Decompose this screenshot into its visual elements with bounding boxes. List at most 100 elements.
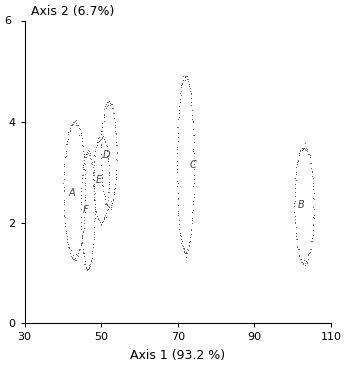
- Point: [86, 266, 91, 272]
- Point: [311, 195, 316, 201]
- Point: [176, 217, 181, 223]
- X-axis label: Axis 1 (93.2 %): Axis 1 (93.2 %): [130, 350, 225, 362]
- Point: [107, 179, 112, 185]
- Point: [78, 206, 84, 212]
- Point: [183, 249, 189, 255]
- Point: [88, 160, 94, 166]
- Point: [184, 73, 189, 79]
- Point: [311, 204, 316, 210]
- Point: [100, 135, 105, 141]
- Point: [83, 264, 89, 270]
- Point: [175, 178, 180, 184]
- Point: [78, 214, 84, 220]
- Point: [190, 132, 196, 138]
- Point: [61, 180, 66, 185]
- Point: [186, 242, 192, 248]
- Point: [93, 144, 99, 150]
- Point: [93, 148, 98, 154]
- Point: [113, 142, 119, 148]
- Point: [309, 168, 315, 174]
- Point: [87, 152, 93, 158]
- Point: [103, 210, 109, 216]
- Point: [92, 162, 97, 168]
- Point: [61, 169, 67, 175]
- Point: [82, 197, 88, 203]
- Point: [178, 92, 183, 98]
- Point: [183, 73, 188, 79]
- Point: [90, 170, 95, 176]
- Point: [295, 156, 301, 162]
- Point: [86, 265, 92, 271]
- Point: [100, 218, 105, 224]
- Point: [294, 236, 299, 242]
- Point: [92, 201, 98, 207]
- Point: [308, 238, 314, 244]
- Point: [303, 148, 308, 153]
- Point: [114, 156, 119, 162]
- Point: [180, 77, 186, 83]
- Point: [187, 238, 192, 244]
- Point: [89, 161, 95, 167]
- Point: [83, 192, 88, 198]
- Point: [101, 118, 106, 124]
- Point: [112, 122, 118, 128]
- Point: [177, 230, 183, 236]
- Point: [63, 230, 69, 236]
- Point: [191, 180, 197, 186]
- Point: [306, 251, 311, 257]
- Point: [91, 229, 97, 235]
- Point: [98, 137, 103, 142]
- Point: [83, 265, 88, 271]
- Point: [292, 194, 298, 199]
- Point: [178, 91, 183, 96]
- Point: [78, 132, 84, 138]
- Point: [104, 201, 110, 207]
- Point: [183, 254, 188, 260]
- Point: [179, 243, 185, 248]
- Point: [79, 138, 85, 144]
- Point: [185, 246, 190, 252]
- Point: [103, 200, 108, 206]
- Point: [78, 202, 84, 208]
- Point: [68, 253, 74, 259]
- Point: [191, 166, 197, 171]
- Point: [103, 142, 109, 148]
- Point: [99, 154, 104, 160]
- Point: [66, 245, 71, 251]
- Point: [175, 134, 180, 140]
- Point: [294, 171, 299, 177]
- Point: [61, 184, 67, 190]
- Point: [105, 194, 111, 200]
- Point: [299, 259, 305, 265]
- Point: [178, 233, 184, 239]
- Point: [175, 180, 180, 186]
- Point: [64, 141, 69, 147]
- Point: [110, 105, 115, 111]
- Point: [113, 176, 118, 182]
- Point: [83, 262, 88, 268]
- Point: [177, 99, 183, 105]
- Point: [298, 256, 304, 262]
- Point: [75, 252, 80, 258]
- Point: [92, 215, 98, 221]
- Point: [174, 158, 180, 164]
- Point: [98, 222, 104, 228]
- Point: [79, 179, 84, 185]
- Point: [301, 260, 306, 266]
- Point: [94, 142, 100, 148]
- Point: [62, 214, 67, 220]
- Point: [80, 172, 85, 178]
- Point: [70, 255, 76, 261]
- Point: [82, 180, 88, 186]
- Point: [304, 145, 309, 151]
- Point: [82, 158, 87, 163]
- Point: [105, 201, 110, 206]
- Point: [87, 261, 93, 267]
- Point: [99, 144, 104, 149]
- Point: [99, 167, 104, 173]
- Point: [101, 114, 107, 120]
- Point: [176, 107, 182, 113]
- Point: [78, 243, 84, 248]
- Point: [100, 175, 105, 181]
- Point: [301, 145, 306, 151]
